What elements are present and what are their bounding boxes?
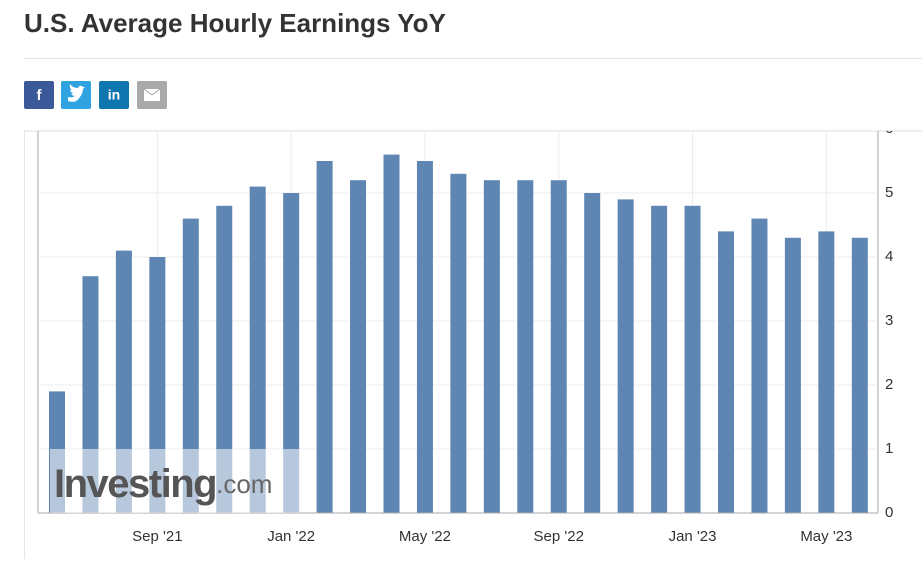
y-tick-label: 5 (885, 184, 893, 201)
share-twitter[interactable] (61, 81, 91, 109)
x-tick-label: May '23 (800, 528, 852, 545)
y-tick-label: 4 (885, 248, 893, 265)
x-tick-label: May '22 (399, 528, 451, 545)
bar (684, 205, 701, 514)
bar (450, 173, 467, 514)
x-tick-label: Jan '23 (669, 528, 717, 545)
watermark-suffix: .com (216, 469, 272, 499)
bar (818, 231, 835, 513)
bar (416, 161, 433, 513)
bar (383, 154, 400, 513)
bar (851, 237, 868, 514)
page-title: U.S. Average Hourly Earnings YoY (24, 8, 446, 38)
bar (483, 180, 500, 513)
bar (550, 180, 567, 513)
bar (651, 205, 668, 514)
bar (115, 250, 132, 513)
chart: 0 1 2 3 4 5 6 Sep '21 Jan '22 May '22 Sep '22 Jan '… (37, 120, 893, 545)
bar (784, 237, 801, 514)
bar (249, 186, 266, 513)
share-linkedin[interactable]: in (99, 81, 129, 109)
bar (283, 193, 300, 513)
y-tick-label: 3 (885, 312, 893, 329)
x-tick-label: Sep '22 (534, 528, 584, 545)
bar (751, 218, 768, 513)
bar (216, 205, 233, 514)
share-facebook[interactable]: f (24, 81, 54, 109)
bar (316, 161, 333, 513)
watermark-band (50, 449, 300, 513)
share-label: in (108, 87, 120, 103)
share-label: f (37, 87, 43, 104)
bar (517, 180, 534, 513)
bar (584, 193, 601, 513)
watermark-text: Investing (54, 462, 216, 506)
x-tick-label: Sep '21 (132, 528, 182, 545)
bar (617, 199, 634, 513)
bar (718, 231, 734, 513)
y-tick-label: 2 (885, 376, 893, 393)
x-tick-label: Jan '22 (267, 528, 315, 545)
bar (350, 180, 367, 513)
y-tick-label: 0 (885, 504, 893, 521)
y-tick-label: 1 (885, 440, 893, 457)
share-email[interactable] (137, 81, 167, 109)
bar (182, 218, 199, 513)
watermark: Investing.com (54, 462, 272, 506)
y-tick-label: 6 (885, 120, 893, 137)
